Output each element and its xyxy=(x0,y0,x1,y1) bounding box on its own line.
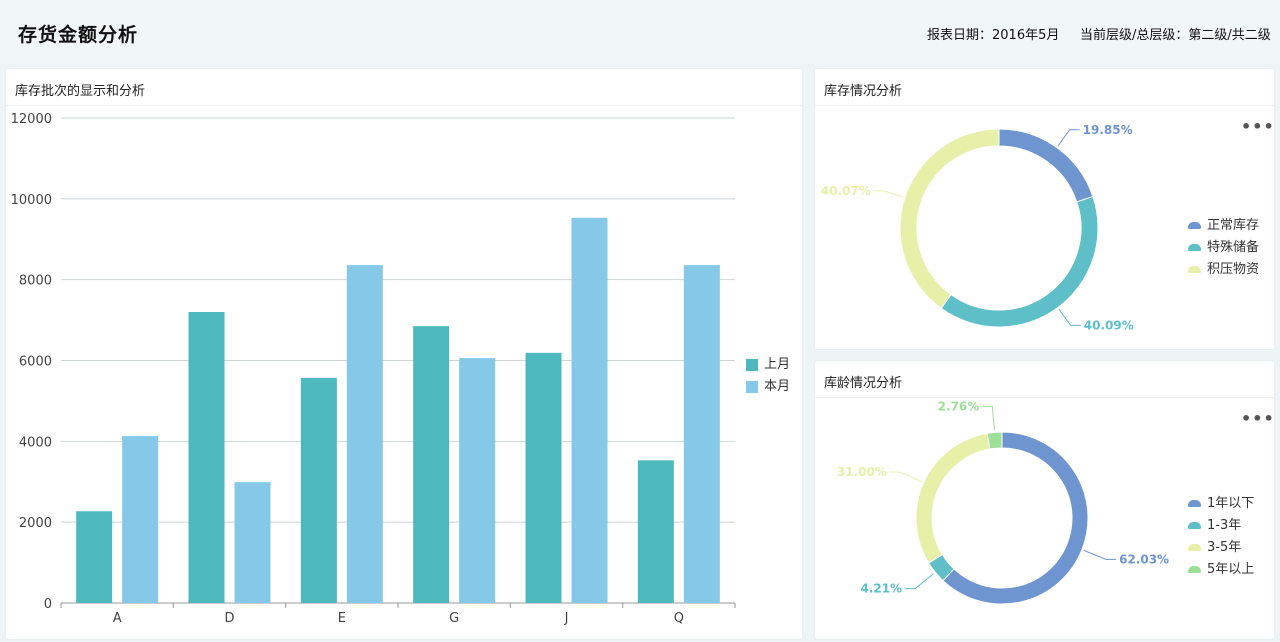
divider xyxy=(815,105,1274,106)
legend-label: 3-5年 xyxy=(1207,540,1242,555)
x-tick-label: D xyxy=(224,611,234,626)
legend-item[interactable]: 特殊储备 xyxy=(1188,236,1259,255)
slice-label: 40.07% xyxy=(821,184,871,198)
legend-item[interactable]: 积压物资 xyxy=(1188,258,1259,277)
inventory-chart-panel: 库存情况分析 ••• 19.85% 40.09% 40.07% 正常库存特殊储备积压… xyxy=(815,69,1274,349)
inventory-panel-title: 库存情况分析 xyxy=(824,84,903,99)
bar-Q-this-month xyxy=(683,265,720,603)
legend-swatch xyxy=(746,358,758,371)
divider xyxy=(6,105,802,106)
donut-slice xyxy=(998,128,1094,203)
x-tick-label: Q xyxy=(674,611,684,626)
slice-label: 62.03% xyxy=(1119,552,1169,566)
level-info: 当前层级/总层级：第二级/共二级 xyxy=(1080,28,1271,43)
legend-label: 特殊储备 xyxy=(1207,240,1260,255)
report-date: 报表日期：2016年5月 xyxy=(927,28,1060,43)
more-options-icon[interactable]: ••• xyxy=(1241,117,1275,136)
x-tick-label: A xyxy=(113,611,122,626)
label-leader-line xyxy=(873,190,904,198)
x-tick-label: E xyxy=(338,611,346,626)
legend-swatch xyxy=(746,380,758,393)
legend-label: 上月 xyxy=(764,357,791,372)
bar-G-this-month xyxy=(459,358,496,603)
x-tick-label: G xyxy=(449,611,459,626)
label-leader-line xyxy=(982,405,995,431)
legend-swatch xyxy=(1188,500,1201,507)
bar-panel-title: 库存批次的显示和分析 xyxy=(15,84,146,99)
bar-chart-panel: 库存批次的显示和分析 0 2000 4000 6000 8000 10000 12000 A D… xyxy=(6,69,802,639)
bar-E-this-month xyxy=(346,265,383,603)
donut-slice xyxy=(986,431,1003,450)
y-tick-label: 0 xyxy=(44,597,52,612)
legend-swatch xyxy=(1188,244,1201,251)
divider xyxy=(815,397,1274,398)
bar-E-last-month xyxy=(300,377,337,603)
legend-item[interactable]: 3-5年 xyxy=(1188,536,1241,555)
age-panel-title: 库龄情况分析 xyxy=(824,376,903,391)
bar-D-last-month xyxy=(188,312,225,603)
legend-item[interactable]: 本月 xyxy=(746,375,790,394)
donut-slice xyxy=(899,128,1000,310)
donut-slice xyxy=(915,432,991,564)
y-tick-label: 10000 xyxy=(11,193,52,208)
legend-item[interactable]: 上月 xyxy=(746,353,790,372)
age-chart-panel: 库龄情况分析 ••• 62.03% 4.21% 31.00% 2.76% 1年以下 1-… xyxy=(815,361,1274,639)
legend-label: 积压物资 xyxy=(1207,262,1260,277)
y-tick-label: 8000 xyxy=(19,274,52,289)
legend-swatch xyxy=(1188,544,1201,551)
bar-A-last-month xyxy=(76,511,113,603)
legend-swatch xyxy=(1188,266,1201,273)
y-tick-label: 12000 xyxy=(11,112,52,127)
legend-label: 1年以下 xyxy=(1207,496,1255,511)
label-leader-line xyxy=(1058,309,1081,326)
bar-J-last-month xyxy=(525,352,562,603)
bar-G-last-month xyxy=(413,326,450,603)
legend-item[interactable]: 1年以下 xyxy=(1188,492,1254,511)
legend-item[interactable]: 正常库存 xyxy=(1188,214,1259,233)
slice-label: 31.00% xyxy=(837,465,887,479)
x-tick-label: J xyxy=(564,611,569,626)
bar-J-this-month xyxy=(571,217,608,603)
slice-label: 40.09% xyxy=(1084,318,1134,332)
more-options-icon[interactable]: ••• xyxy=(1241,409,1275,428)
bar-chart: 0 2000 4000 6000 8000 10000 12000 A D E G J Q xyxy=(11,112,736,626)
page-title: 存货金额分析 xyxy=(18,24,139,46)
slice-label: 2.76% xyxy=(938,399,980,413)
y-tick-label: 6000 xyxy=(19,355,52,370)
legend-item[interactable]: 1-3年 xyxy=(1188,514,1241,533)
bar-Q-last-month xyxy=(637,460,674,603)
slice-label: 4.21% xyxy=(860,582,902,596)
label-leader-line xyxy=(1083,550,1117,560)
label-leader-line xyxy=(889,471,922,483)
label-leader-line xyxy=(905,573,935,590)
legend-label: 1-3年 xyxy=(1207,518,1242,533)
donut-slice xyxy=(940,195,1099,328)
y-tick-label: 4000 xyxy=(19,435,52,450)
y-tick-label: 2000 xyxy=(19,516,52,531)
legend-label: 5年以上 xyxy=(1207,562,1255,577)
slice-label: 19.85% xyxy=(1083,123,1133,137)
legend-swatch xyxy=(1188,522,1201,529)
label-leader-line xyxy=(1057,129,1080,147)
bar-D-this-month xyxy=(234,482,271,603)
legend-label: 正常库存 xyxy=(1207,218,1260,233)
legend-item[interactable]: 5年以上 xyxy=(1188,558,1254,577)
page-header: 存货金额分析 报表日期：2016年5月 当前层级/总层级：第二级/共二级 xyxy=(0,0,1280,64)
legend-swatch xyxy=(1188,222,1201,229)
inventory-donut-chart: 19.85% 40.09% 40.07% xyxy=(821,123,1134,333)
bar-A-this-month xyxy=(122,436,159,603)
age-donut-chart: 62.03% 4.21% 31.00% 2.76% xyxy=(837,399,1169,605)
legend-swatch xyxy=(1188,566,1201,573)
legend-label: 本月 xyxy=(764,379,791,394)
